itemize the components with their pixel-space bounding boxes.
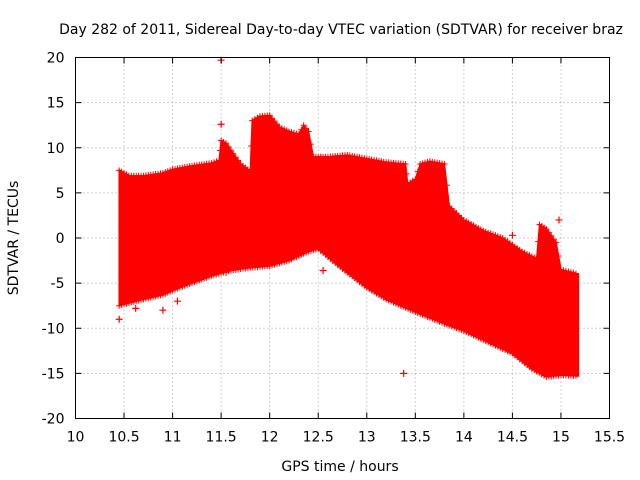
data-point-marker [248, 142, 255, 149]
x-tick-label: 11 [164, 430, 182, 446]
chart-title: Day 282 of 2011, Sidereal Day-to-day VTE… [59, 22, 623, 38]
data-point-marker [403, 170, 410, 177]
data-point-marker [305, 128, 312, 135]
data-point-marker [414, 168, 421, 175]
data-point-marker [295, 131, 302, 138]
x-tick-label: 14 [455, 430, 473, 446]
x-tick-label: 11.5 [206, 430, 237, 446]
data-point-marker [230, 150, 237, 157]
data-point-marker [535, 238, 542, 245]
data-point-marker [232, 154, 239, 161]
y-tick-label: 15 [47, 96, 65, 112]
data-point-marker [441, 160, 448, 167]
data-point-marker [217, 147, 224, 154]
x-tick-label: 12 [261, 430, 279, 446]
data-point-marker [213, 158, 220, 165]
data-point-marker [550, 236, 557, 243]
data-point-marker [222, 140, 229, 147]
label-layer: 10 10.5 11 11.5 12 12.5 13 13.5 14 14.5 15 15.5 20 15… [42, 51, 625, 446]
outlier-point [173, 297, 181, 305]
outlier-point [159, 306, 167, 314]
x-tick-label: 13.5 [400, 430, 431, 446]
outlier-point [400, 369, 408, 377]
y-axis-title: SDTVAR / TECUs [6, 181, 22, 296]
x-axis-title: GPS time / hours [281, 459, 398, 475]
y-tick-label: -20 [42, 412, 65, 428]
data-point-marker [572, 372, 579, 379]
outlier-point [115, 315, 123, 323]
y-tick-label: 5 [56, 186, 65, 202]
outlier-point [222, 268, 230, 276]
data-point-marker [247, 168, 254, 175]
data-point-marker [235, 157, 242, 164]
data-point-marker [303, 125, 310, 132]
x-tick-label: 15 [552, 430, 570, 446]
outlier-point [508, 231, 516, 239]
data-point-marker [211, 159, 218, 166]
data-point-marker [572, 270, 579, 277]
data-point-marker [227, 147, 234, 154]
y-tick-label: 10 [47, 141, 65, 157]
data-point-marker [533, 255, 540, 262]
data-point-marker [545, 229, 552, 236]
data-point-marker [555, 253, 562, 260]
data-point-marker [402, 160, 409, 167]
data-point-marker [298, 126, 305, 133]
x-tick-label: 13 [358, 430, 376, 446]
data-point-marker [300, 122, 307, 129]
y-tick-label: 0 [56, 231, 65, 247]
data-point-marker [412, 176, 419, 183]
data-point-marker [225, 143, 232, 150]
outlier-point [555, 216, 563, 224]
x-tick-label: 12.5 [303, 430, 334, 446]
data-point-marker [553, 239, 560, 246]
tick-layer [75, 57, 610, 419]
outlier-point [217, 120, 225, 128]
data-point-marker [216, 157, 223, 164]
outlier-point [319, 266, 327, 274]
data-point-marker [548, 232, 555, 239]
outlier-point [132, 304, 140, 312]
y-tick-label: -15 [42, 366, 65, 382]
data-point-marker [208, 160, 215, 167]
y-tick-label: -5 [51, 276, 65, 292]
data-layer [115, 56, 580, 380]
x-tick-label: 15.5 [594, 430, 625, 446]
data-point-marker [443, 182, 450, 189]
x-tick-label: 14.5 [497, 430, 528, 446]
data-point-marker [543, 225, 550, 232]
y-tick-label: 20 [47, 51, 65, 67]
x-tick-label: 10.5 [108, 430, 139, 446]
data-point-marker [307, 141, 314, 148]
y-tick-label: -10 [42, 321, 65, 337]
x-tick-label: 10 [67, 430, 85, 446]
